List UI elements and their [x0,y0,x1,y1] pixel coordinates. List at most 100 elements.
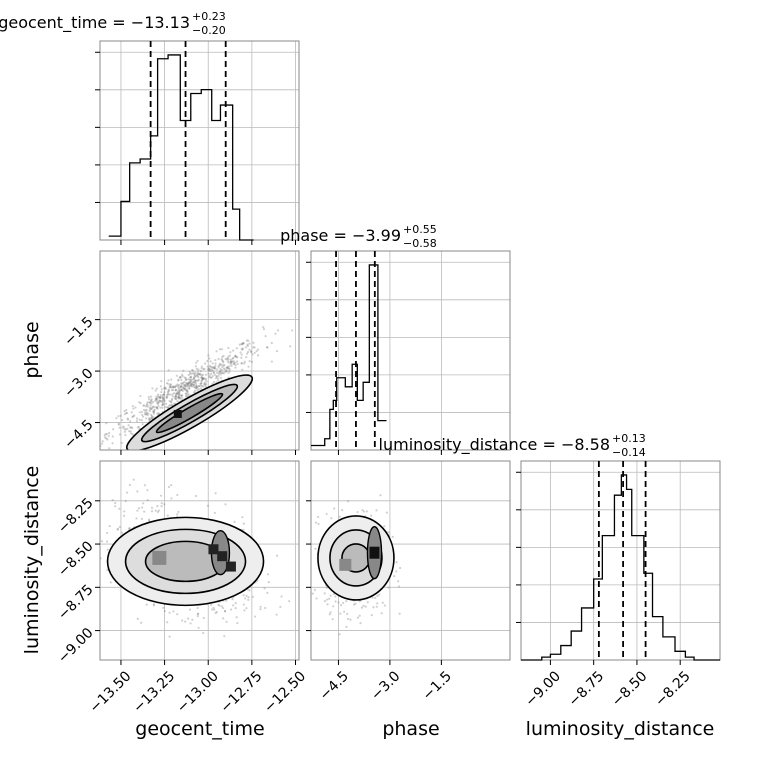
sample-point [182,369,185,372]
sample-point [167,379,170,382]
sample-point [167,390,170,393]
sample-point [213,366,217,370]
sample-point [187,381,190,384]
density-peak [173,409,182,418]
sample-point [207,372,210,375]
sample-point [202,377,205,380]
sample-point [142,408,146,412]
sample-point [129,420,132,423]
sample-point [186,385,189,388]
sample-point [152,410,156,414]
sample-point [204,373,208,376]
sample-point [229,362,232,366]
sample-point [148,519,151,522]
sample-point [120,531,124,534]
sample-point [154,399,157,402]
hist-bin [325,439,330,450]
sample-point [197,378,201,381]
sample-point [190,372,193,375]
sample-point [140,517,143,521]
sample-point [124,434,127,437]
panel-frame [99,250,300,451]
sample-point [199,369,202,373]
sample-point [186,390,189,393]
y-axis-label-luminosity_distance: luminosity_distance [21,466,43,655]
sample-point [229,360,232,363]
sample-point [193,389,197,392]
sample-point [174,389,177,392]
sample-point [242,522,245,525]
sample-point [194,386,197,389]
sample-point [218,604,221,607]
sample-point [226,357,229,360]
sample-point [167,369,170,372]
hist-bin [352,364,357,450]
sample-point [339,612,342,615]
sample-point [342,601,345,605]
sample-point [212,606,215,609]
sample-point [145,603,148,606]
sample-point [197,385,201,388]
sample-point [225,358,229,361]
sample-point [163,391,166,394]
sample-point [220,348,224,351]
sample-point [315,597,318,600]
sample-point [227,371,230,374]
sample-point [387,531,390,534]
sample-point [193,379,197,382]
sample-point [172,385,175,389]
sample-point [174,394,178,397]
sample-point [128,483,131,487]
x-axis-label-geocent_time: geocent_time [135,718,264,740]
sample-point [230,361,233,364]
sample-point [148,418,151,421]
sample-point [221,365,224,369]
sample-point [115,417,118,420]
sample-point [168,404,171,407]
title-main: luminosity_distance = −8.58 [379,435,610,455]
sample-point [207,368,210,371]
sample-point [159,394,162,397]
hist-bin [363,382,369,450]
sample-point [168,399,171,403]
sample-point [223,364,226,367]
x-tick-label: −12.75 [218,668,266,716]
sample-point [117,422,120,425]
sample-point [178,383,181,387]
sample-point [188,370,191,374]
sample-point [136,617,139,620]
sample-point [174,392,177,395]
sample-point [189,376,192,379]
sample-point [172,610,175,613]
sample-point [196,386,199,389]
sample-point [185,378,188,381]
sample-point [193,373,196,376]
sample-point [123,430,127,433]
sample-point [214,611,217,615]
sample-point [179,385,182,388]
sample-point [345,625,348,628]
sample-point [218,371,221,374]
y-tick-label: −8.25 [55,495,97,537]
sample-point [188,381,191,384]
sample-point [334,595,337,598]
sample-point [370,614,373,617]
sample-point [371,596,374,599]
sample-point [356,616,360,619]
sample-point [131,426,134,430]
sample-point [241,347,245,350]
sample-point [328,597,331,600]
sample-point [334,600,337,603]
sample-point [197,388,200,391]
sample-point [219,367,222,371]
sample-point [118,525,121,529]
sample-point [213,366,216,369]
sample-point [172,386,175,389]
sample-point [232,604,235,607]
sample-point [158,399,161,402]
sample-point [251,353,254,356]
sample-point [157,509,161,512]
sample-point [183,388,186,391]
sample-point [143,413,147,416]
sample-point [325,512,328,516]
